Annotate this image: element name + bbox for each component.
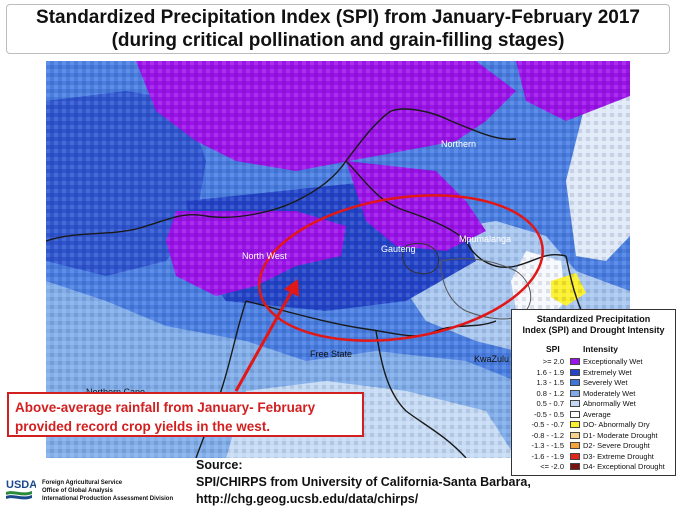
legend-row: <= -2.0 D4- Exceptional Drought <box>512 462 675 472</box>
callout-line-2: provided record crop yields in the west. <box>15 419 271 434</box>
legend-row: -0.8 - -1.2 D1- Moderate Drought <box>512 431 675 441</box>
legend-row: -1.3 - -1.5 D2- Severe Drought <box>512 441 675 451</box>
legend-row: >= 2.0 Exceptionally Wet <box>512 357 675 367</box>
legend-spi-value: <= -2.0 <box>540 462 564 471</box>
legend-row: -1.6 - -1.9 D3- Extreme Drought <box>512 452 675 462</box>
agency-line-2: Office of Global Analysis <box>42 488 113 494</box>
source-line-1: Source: <box>196 458 243 472</box>
region-label-free-state: Free State <box>310 349 353 359</box>
legend-col-spi: SPI <box>546 344 560 354</box>
agency-line-3: International Production Assessment Divi… <box>42 496 174 502</box>
callout-arrow <box>234 288 295 392</box>
legend-intensity-label: D4- Exceptional Drought <box>583 462 665 471</box>
legend-swatch <box>570 358 580 365</box>
spi-map: Northern North West Gauteng Mpumalanga F… <box>46 61 630 458</box>
legend: Standardized Precipitation Index (SPI) a… <box>511 309 676 476</box>
province-boundary <box>46 108 517 242</box>
region-label-northern: Northern <box>441 139 477 149</box>
legend-swatch <box>570 463 580 470</box>
legend-spi-value: -0.5 - -0.7 <box>531 420 564 429</box>
legend-intensity-label: DO- Abnormally Dry <box>583 420 650 429</box>
legend-intensity-label: Average <box>583 409 611 419</box>
legend-spi-value: -1.3 - -1.5 <box>531 441 564 450</box>
province-boundary-2 <box>345 160 567 268</box>
source-line-2: SPI/CHIRPS from University of California… <box>196 475 531 489</box>
legend-spi-value: 1.3 - 1.5 <box>536 378 564 387</box>
legend-spi-value: -1.6 - -1.9 <box>531 451 564 461</box>
source-line-3: http://chg.geog.ucsb.edu/data/chirps/ <box>196 492 419 506</box>
agency-line-1: Foreign Agricultural Service <box>42 480 123 486</box>
title-line-1: Standardized Precipitation Index (SPI) f… <box>36 7 640 28</box>
legend-intensity-label: Moderately Wet <box>583 388 636 398</box>
legend-intensity-label: Severely Wet <box>583 378 628 387</box>
legend-spi-value: 0.5 - 0.7 <box>536 399 564 408</box>
gauteng-boundary <box>402 243 440 275</box>
highlight-circle <box>258 194 544 342</box>
agency-text: Foreign Agricultural Service Office of G… <box>42 479 173 503</box>
legend-spi-value: -0.8 - -1.2 <box>531 430 564 440</box>
map-canvas <box>46 61 630 458</box>
legend-col-intensity: Intensity <box>583 344 618 354</box>
region-label-mpumalanga: Mpumalanga <box>459 234 512 244</box>
usda-logo-text: USDA <box>6 479 36 491</box>
legend-title-1: Standardized Precipitation <box>536 314 651 324</box>
legend-swatch <box>570 452 580 460</box>
legend-swatch <box>570 389 580 397</box>
legend-spi-value: 1.6 - 1.9 <box>536 367 564 377</box>
callout-box: Above-average rainfall from January- Feb… <box>7 392 364 437</box>
title-box: Standardized Precipitation Index (SPI) f… <box>6 4 670 54</box>
legend-swatch <box>570 368 580 376</box>
legend-intensity-label: D1- Moderate Drought <box>583 430 658 440</box>
legend-row: -0.5 - 0.5 Average <box>512 410 675 420</box>
legend-spi-value: >= 2.0 <box>542 357 564 366</box>
legend-swatch <box>570 400 580 407</box>
region-label-gauteng: Gauteng <box>381 244 416 254</box>
legend-intensity-label: D2- Severe Drought <box>583 441 650 450</box>
legend-row: 0.8 - 1.2 Moderately Wet <box>512 389 675 399</box>
title-line-2: (during critical pollination and grain-f… <box>111 30 565 51</box>
legend-intensity-label: Extremely Wet <box>583 367 632 377</box>
legend-spi-value: 0.8 - 1.2 <box>536 388 564 398</box>
region-label-kwazulu: KwaZulu <box>474 354 510 364</box>
legend-row: 1.6 - 1.9 Extremely Wet <box>512 368 675 378</box>
region-label-north-west: North West <box>242 251 287 261</box>
callout-arrowhead <box>284 279 299 297</box>
legend-swatch <box>570 431 580 439</box>
legend-title-2: Index (SPI) and Drought Intensity <box>522 325 665 335</box>
callout-line-1: Above-average rainfall from January- Feb… <box>15 400 316 415</box>
legend-row: -0.5 - -0.7 DO- Abnormally Dry <box>512 420 675 430</box>
legend-intensity-label: Exceptionally Wet <box>583 357 643 366</box>
legend-swatch <box>570 379 580 386</box>
usda-logo-icon: USDA <box>6 479 37 500</box>
legend-spi-value: -0.5 - 0.5 <box>533 409 564 419</box>
legend-intensity-label: Abnormally Wet <box>583 399 636 408</box>
legend-swatch <box>570 410 580 418</box>
source-text: Source: SPI/CHIRPS from University of Ca… <box>196 457 531 508</box>
legend-swatch <box>570 442 580 449</box>
legend-swatch <box>570 421 580 428</box>
legend-row: 1.3 - 1.5 Severely Wet <box>512 378 675 388</box>
legend-row: 0.5 - 0.7 Abnormally Wet <box>512 399 675 409</box>
province-boundary-4 <box>375 330 467 458</box>
legend-intensity-label: D3- Extreme Drought <box>583 451 654 461</box>
usda-logo: USDA <box>6 476 37 502</box>
